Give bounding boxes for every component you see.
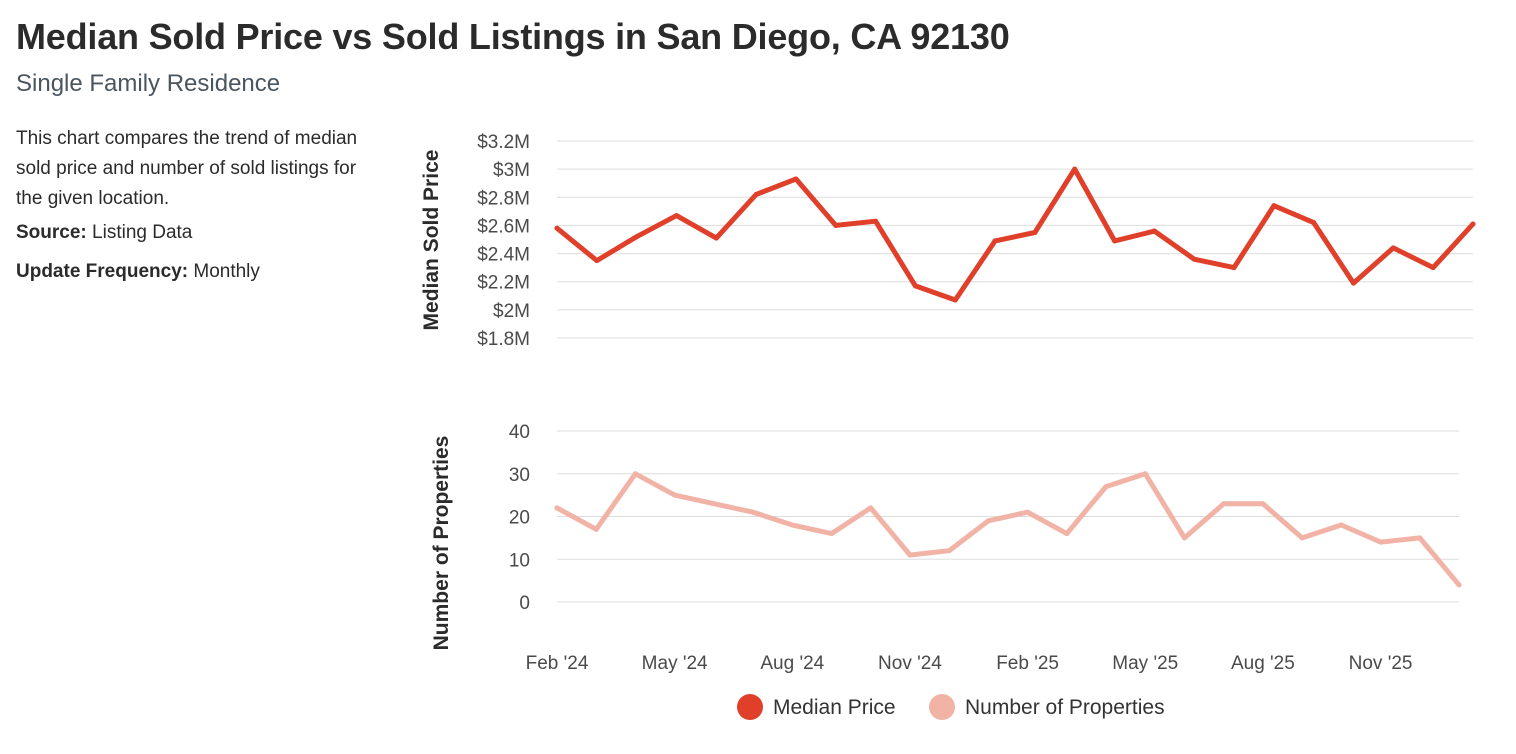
y-axis-title-count: Number of Properties <box>430 436 453 651</box>
data-point-price <box>1351 280 1357 286</box>
data-point-count <box>593 526 599 532</box>
data-point-price <box>1470 221 1476 227</box>
data-point-count <box>711 501 717 507</box>
data-point-count <box>750 509 756 515</box>
data-point-price <box>554 225 560 231</box>
data-point-count <box>829 531 835 537</box>
series-line-price <box>554 166 1476 303</box>
data-point-count <box>554 505 560 511</box>
data-point-count <box>1103 484 1109 490</box>
data-point-price <box>1231 265 1237 271</box>
source-label: Source: <box>16 222 87 243</box>
data-point-count <box>868 505 874 511</box>
data-point-count <box>1025 509 1031 515</box>
data-point-count <box>1221 501 1227 507</box>
frequency-label: Update Frequency: <box>16 261 189 282</box>
data-point-count <box>1299 535 1305 541</box>
legend-label-median-price: Median Price <box>773 696 896 719</box>
y-tick-label-price: $1.8M <box>477 329 530 350</box>
x-tick-label: May '24 <box>642 653 708 674</box>
data-point-count <box>1064 531 1070 537</box>
y-tick-label-price: $2.2M <box>477 273 530 294</box>
y-axis-title-price: Median Sold Price <box>420 150 443 331</box>
chart-title: Median Sold Price vs Sold Listings in Sa… <box>16 16 1010 57</box>
x-tick-label: May '25 <box>1112 653 1178 674</box>
data-point-count <box>946 548 952 554</box>
source-value: Listing Data <box>92 222 193 243</box>
y-tick-label-price: $2.6M <box>477 216 530 237</box>
y-tick-label-price: $3M <box>493 160 530 181</box>
data-point-price <box>1072 166 1078 172</box>
data-point-count <box>1338 522 1344 528</box>
x-tick-label: Nov '24 <box>878 653 942 674</box>
data-point-count <box>632 471 638 477</box>
data-point-price <box>1151 228 1157 234</box>
legend-label-number-of-properties: Number of Properties <box>965 696 1165 719</box>
x-tick-label: Feb '25 <box>996 653 1059 674</box>
data-point-price <box>753 191 759 197</box>
chart-description: This chart compares the trend of median … <box>16 128 358 209</box>
y-tick-label-count: 10 <box>509 550 530 571</box>
data-point-count <box>1181 535 1187 541</box>
data-point-count <box>1260 501 1266 507</box>
data-point-price <box>952 297 958 303</box>
data-point-count <box>1378 539 1384 545</box>
y-tick-label-price: $2M <box>493 301 530 322</box>
y-tick-label-count: 30 <box>509 465 530 486</box>
data-point-count <box>789 522 795 528</box>
x-tick-label: Feb '24 <box>526 653 589 674</box>
y-tick-label-price: $2.4M <box>477 245 530 266</box>
data-point-price <box>673 213 679 219</box>
data-point-price <box>1271 203 1277 209</box>
data-point-count <box>1456 582 1462 588</box>
data-point-count <box>1417 535 1423 541</box>
data-point-count <box>907 552 913 558</box>
data-point-price <box>1311 220 1317 226</box>
data-point-price <box>833 222 839 228</box>
data-point-price <box>1032 229 1038 235</box>
data-point-price <box>634 234 640 240</box>
y-tick-label-price: $2.8M <box>477 188 530 209</box>
data-point-count <box>672 492 678 498</box>
chart-subtitle: Single Family Residence <box>16 70 281 97</box>
x-tick-label: Nov '25 <box>1349 653 1413 674</box>
data-point-price <box>873 218 879 224</box>
data-point-price <box>992 238 998 244</box>
y-tick-label-count: 20 <box>509 508 530 529</box>
data-point-count <box>985 518 991 524</box>
data-point-price <box>912 283 918 289</box>
data-point-price <box>1430 265 1436 271</box>
x-tick-label: Aug '24 <box>760 653 824 674</box>
data-point-price <box>793 176 799 182</box>
data-point-price <box>1390 245 1396 251</box>
x-tick-label: Aug '25 <box>1231 653 1295 674</box>
legend-marker-median-price <box>737 694 763 720</box>
data-point-price <box>713 235 719 241</box>
data-point-price <box>594 258 600 264</box>
frequency-line: Update Frequency: Monthly <box>16 261 260 283</box>
series-line-count <box>554 471 1462 588</box>
frequency-value: Monthly <box>193 261 260 282</box>
legend-marker-number-of-properties <box>929 694 955 720</box>
y-tick-label-count: 0 <box>519 593 530 614</box>
y-tick-label-count: 40 <box>509 422 530 443</box>
data-point-price <box>1191 256 1197 262</box>
data-point-count <box>1142 471 1148 477</box>
y-tick-label-price: $3.2M <box>477 132 530 153</box>
data-point-price <box>1112 238 1118 244</box>
source-line: Source: Listing Data <box>16 222 192 244</box>
